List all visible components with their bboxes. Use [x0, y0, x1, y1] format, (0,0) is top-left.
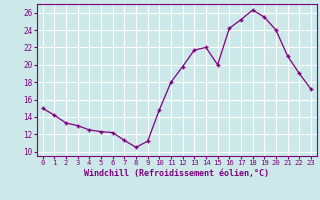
X-axis label: Windchill (Refroidissement éolien,°C): Windchill (Refroidissement éolien,°C) [84, 169, 269, 178]
